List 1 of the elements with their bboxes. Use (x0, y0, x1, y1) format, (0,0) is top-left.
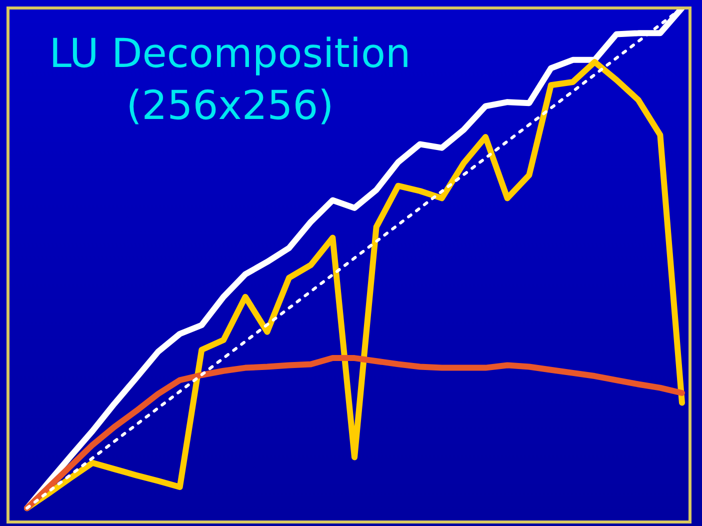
text: LU Decomposition (256x256) (48, 30, 412, 131)
